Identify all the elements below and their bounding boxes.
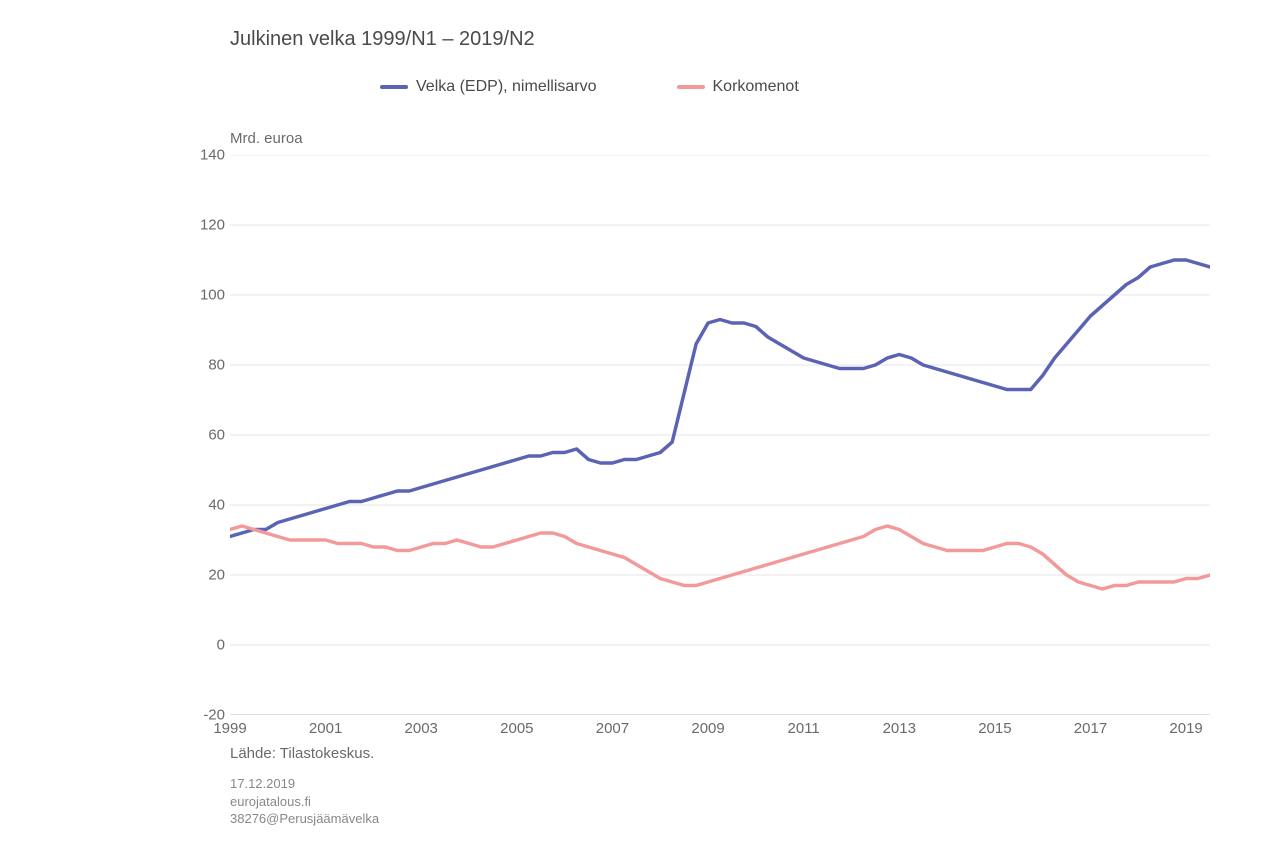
legend: Velka (EDP), nimellisarvo Korkomenot (380, 78, 799, 96)
y-tick-label: 40 (208, 497, 225, 514)
x-tick-label: 2005 (500, 720, 533, 737)
legend-swatch-0 (380, 85, 408, 89)
y-tick-label: 60 (208, 427, 225, 444)
x-tick-label: 2009 (691, 720, 724, 737)
x-tick-label: 2017 (1074, 720, 1107, 737)
chart-title: Julkinen velka 1999/N1 – 2019/N2 (230, 28, 535, 51)
legend-label: Velka (EDP), nimellisarvo (416, 78, 597, 96)
y-tick-label: 140 (200, 147, 225, 164)
legend-item: Korkomenot (677, 78, 799, 96)
plot-svg (230, 155, 1210, 715)
legend-item: Velka (EDP), nimellisarvo (380, 78, 597, 96)
x-tick-label: 2013 (883, 720, 916, 737)
footer-line: 17.12.2019 (230, 775, 379, 793)
footer-line: eurojatalous.fi (230, 793, 379, 811)
x-tick-label: 2001 (309, 720, 342, 737)
chart-container: Julkinen velka 1999/N1 – 2019/N2 Velka (… (0, 0, 1288, 842)
legend-swatch-1 (677, 85, 705, 89)
plot-area (230, 155, 1210, 715)
x-tick-label: 1999 (213, 720, 246, 737)
series-line (230, 526, 1210, 589)
y-tick-label: 80 (208, 357, 225, 374)
y-axis-title: Mrd. euroa (230, 130, 303, 147)
legend-label: Korkomenot (713, 78, 799, 96)
source-label: Lähde: Tilastokeskus. (230, 745, 374, 762)
y-tick-label: 20 (208, 567, 225, 584)
x-tick-label: 2019 (1169, 720, 1202, 737)
x-tick-label: 2003 (405, 720, 438, 737)
x-tick-label: 2015 (978, 720, 1011, 737)
footer-line: 38276@Perusjäämävelka (230, 810, 379, 828)
x-tick-label: 2011 (788, 720, 820, 737)
y-tick-label: 100 (200, 287, 225, 304)
y-tick-label: 0 (217, 637, 225, 654)
y-tick-label: 120 (200, 217, 225, 234)
series-line (230, 260, 1210, 537)
x-tick-label: 2007 (596, 720, 629, 737)
footer: 17.12.2019 eurojatalous.fi 38276@Perusjä… (230, 775, 379, 828)
